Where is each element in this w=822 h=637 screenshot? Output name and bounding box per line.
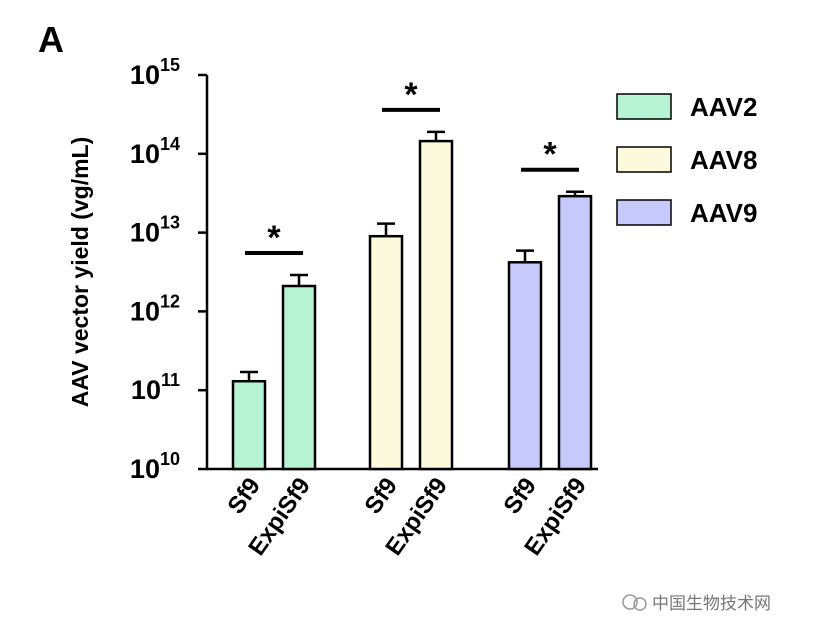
watermark-icon bbox=[622, 594, 638, 610]
bar bbox=[557, 194, 593, 471]
y-tick-base: 10 bbox=[130, 296, 160, 326]
watermark-icon bbox=[633, 597, 647, 611]
y-tick-exponent: 13 bbox=[160, 213, 180, 233]
watermark: 中国生物技术网 bbox=[652, 594, 771, 613]
y-tick-base: 10 bbox=[131, 375, 161, 405]
y-tick-label: 1014 bbox=[130, 134, 180, 169]
y-tick-exponent: 11 bbox=[161, 370, 180, 390]
y-tick-exponent: 15 bbox=[160, 55, 180, 75]
y-tick-label: 1012 bbox=[130, 291, 180, 326]
legend-swatch bbox=[616, 93, 672, 120]
bar bbox=[507, 261, 543, 471]
watermark-group: 中国生物技术网 bbox=[622, 594, 771, 613]
panel-label: A bbox=[38, 19, 64, 60]
y-tick-exponent: 14 bbox=[160, 134, 180, 154]
significance-star: * bbox=[543, 136, 557, 174]
legend-label: AAV9 bbox=[690, 198, 757, 228]
y-tick-label: 1015 bbox=[130, 55, 180, 90]
significance-star: * bbox=[404, 76, 418, 114]
y-tick-exponent: 10 bbox=[160, 449, 180, 469]
y-tick-label: 1011 bbox=[131, 370, 180, 405]
y-tick-label: 1010 bbox=[130, 449, 180, 484]
bar bbox=[281, 284, 317, 471]
y-tick-base: 10 bbox=[130, 454, 160, 484]
significance-star: * bbox=[267, 219, 281, 257]
legend-label: AAV2 bbox=[690, 92, 757, 122]
legend-swatch bbox=[616, 146, 672, 173]
y-tick-exponent: 12 bbox=[160, 291, 180, 311]
y-tick-base: 10 bbox=[130, 218, 160, 248]
bar bbox=[231, 379, 267, 471]
y-tick-label: 1013 bbox=[130, 213, 180, 248]
y-axis-label: AAV vector yield (vg/mL) bbox=[67, 137, 93, 408]
y-tick-base: 10 bbox=[130, 60, 160, 90]
bar bbox=[418, 139, 454, 471]
legend-label: AAV8 bbox=[690, 145, 757, 175]
bar bbox=[368, 234, 404, 471]
legend-swatch bbox=[616, 199, 672, 226]
y-tick-base: 10 bbox=[130, 139, 160, 169]
